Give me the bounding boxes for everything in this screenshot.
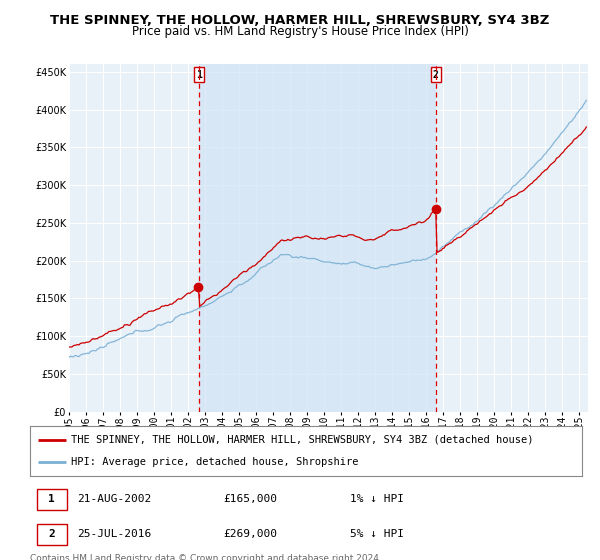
- Text: 1: 1: [49, 494, 55, 504]
- Text: 2: 2: [433, 69, 439, 80]
- Text: THE SPINNEY, THE HOLLOW, HARMER HILL, SHREWSBURY, SY4 3BZ: THE SPINNEY, THE HOLLOW, HARMER HILL, SH…: [50, 14, 550, 27]
- Bar: [37, 488, 67, 510]
- Text: £269,000: £269,000: [223, 529, 277, 539]
- Text: 5% ↓ HPI: 5% ↓ HPI: [350, 529, 404, 539]
- Text: 1% ↓ HPI: 1% ↓ HPI: [350, 494, 404, 504]
- Text: HPI: Average price, detached house, Shropshire: HPI: Average price, detached house, Shro…: [71, 457, 359, 467]
- Text: £165,000: £165,000: [223, 494, 277, 504]
- Text: 21-AUG-2002: 21-AUG-2002: [77, 494, 151, 504]
- Text: 2: 2: [49, 529, 55, 539]
- Text: Contains HM Land Registry data © Crown copyright and database right 2024.
This d: Contains HM Land Registry data © Crown c…: [30, 554, 382, 560]
- Text: Price paid vs. HM Land Registry's House Price Index (HPI): Price paid vs. HM Land Registry's House …: [131, 25, 469, 38]
- Text: 25-JUL-2016: 25-JUL-2016: [77, 529, 151, 539]
- Bar: [37, 524, 67, 544]
- Bar: [199, 64, 436, 412]
- Text: 1: 1: [196, 69, 202, 80]
- Text: THE SPINNEY, THE HOLLOW, HARMER HILL, SHREWSBURY, SY4 3BZ (detached house): THE SPINNEY, THE HOLLOW, HARMER HILL, SH…: [71, 435, 534, 445]
